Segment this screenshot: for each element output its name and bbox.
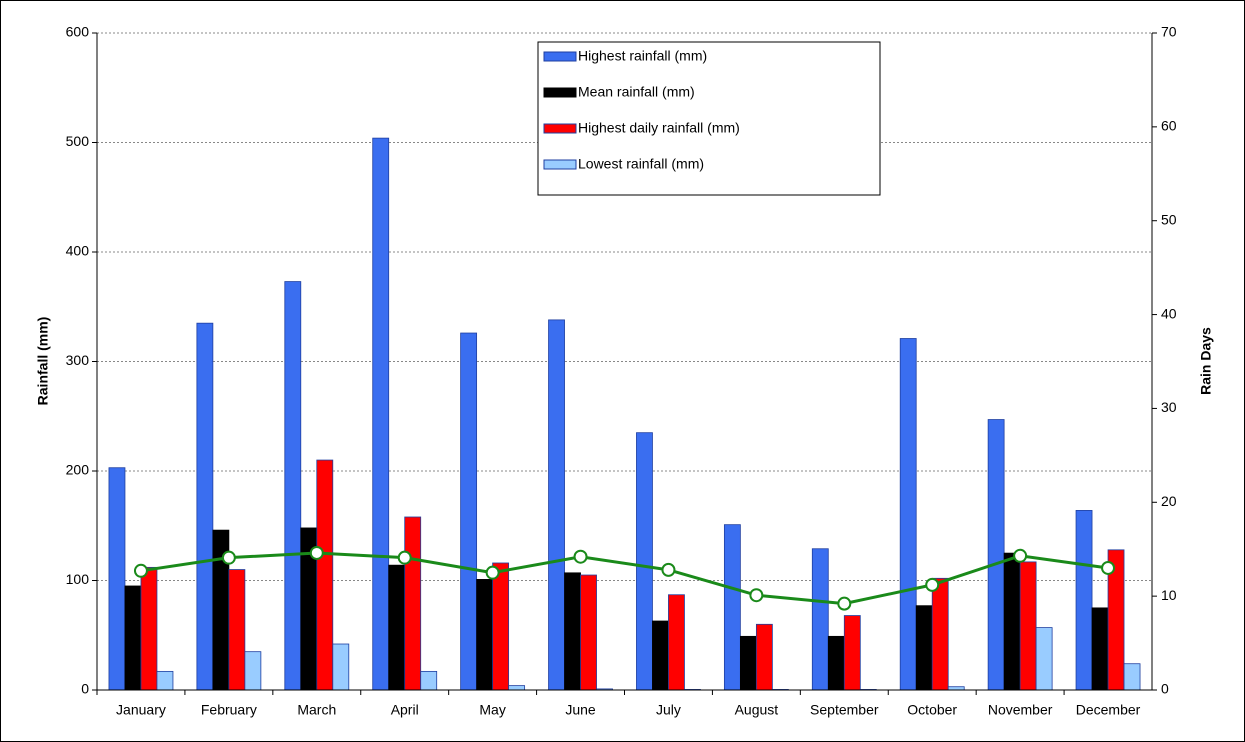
bar <box>284 281 302 691</box>
y-tick-label: 0 <box>81 681 89 697</box>
bar <box>1035 627 1053 691</box>
bar <box>987 419 1005 691</box>
y2-tick-label: 10 <box>1161 587 1177 603</box>
legend-swatch <box>543 159 577 170</box>
bar <box>420 670 438 691</box>
bar <box>372 137 390 691</box>
marker <box>485 565 500 580</box>
legend-swatch <box>543 87 577 98</box>
bar <box>564 572 581 691</box>
bar <box>636 432 653 691</box>
bar <box>388 564 406 691</box>
bar <box>1019 561 1037 691</box>
x-tick-label: May <box>479 702 505 718</box>
bar <box>124 585 142 691</box>
bar <box>476 579 494 691</box>
y-tick-label: 100 <box>66 571 90 587</box>
bar <box>1003 552 1021 691</box>
bar <box>492 562 510 691</box>
bar <box>931 577 949 691</box>
bar <box>915 605 933 691</box>
line <box>140 551 1109 606</box>
legend-swatch <box>543 123 577 134</box>
y-axis-title: Rainfall (mm) <box>35 317 51 406</box>
y-tick-label: 600 <box>66 24 90 40</box>
x-tick-label: February <box>201 702 257 718</box>
y2-tick-label: 20 <box>1161 493 1177 509</box>
bar <box>156 670 174 691</box>
bar <box>548 319 565 691</box>
legend-label: Highest daily rainfall (mm) <box>578 120 740 136</box>
bar <box>899 338 917 691</box>
legend-label: Mean rainfall (mm) <box>578 84 695 100</box>
legend-label: Lowest rainfall (mm) <box>578 156 704 172</box>
x-tick-label: November <box>988 702 1053 718</box>
bar <box>1123 663 1141 691</box>
bar <box>739 635 757 691</box>
bar <box>316 459 334 691</box>
marker <box>1101 560 1116 575</box>
bar <box>668 594 685 691</box>
x-tick-label: September <box>810 702 879 718</box>
marker <box>925 577 940 592</box>
marker <box>1013 548 1028 563</box>
y2-tick-label: 70 <box>1161 24 1177 40</box>
x-tick-label: October <box>907 702 957 718</box>
marker <box>837 596 852 611</box>
x-tick-label: June <box>565 702 596 718</box>
bar <box>1091 607 1109 691</box>
y2-tick-label: 50 <box>1161 211 1177 227</box>
legend-swatch <box>543 51 577 62</box>
bar <box>508 685 526 691</box>
y-tick-label: 400 <box>66 243 90 259</box>
y-tick-label: 300 <box>66 352 90 368</box>
marker <box>397 550 412 565</box>
bar <box>811 548 829 691</box>
bar <box>580 574 597 691</box>
bar <box>196 322 214 691</box>
marker <box>221 550 236 565</box>
bar <box>827 635 845 691</box>
x-tick-label: January <box>116 702 166 718</box>
y-tick-label: 500 <box>66 133 90 149</box>
y2-tick-label: 0 <box>1161 681 1169 697</box>
bar <box>404 516 422 691</box>
bar <box>843 615 861 691</box>
marker <box>661 562 676 577</box>
x-tick-label: April <box>391 702 419 718</box>
bar <box>244 651 262 691</box>
marker <box>133 563 148 578</box>
bar <box>332 643 350 691</box>
bar <box>460 332 478 691</box>
x-tick-label: March <box>297 702 336 718</box>
y-tick-label: 200 <box>66 462 90 478</box>
y2-tick-label: 30 <box>1161 399 1177 415</box>
x-tick-label: December <box>1076 702 1141 718</box>
legend-label: Highest rainfall (mm) <box>578 48 707 64</box>
marker <box>573 549 588 564</box>
y2-tick-label: 60 <box>1161 118 1177 134</box>
bar <box>723 524 741 691</box>
y2-axis-title: Rain Days <box>1198 327 1214 395</box>
x-tick-label: July <box>656 702 681 718</box>
bar <box>652 620 669 691</box>
bar <box>228 569 246 691</box>
marker <box>309 545 324 560</box>
legend-box <box>537 41 881 196</box>
bar <box>140 566 158 691</box>
bar <box>1075 510 1093 691</box>
y2-tick-label: 40 <box>1161 305 1177 321</box>
x-tick-label: August <box>735 702 779 718</box>
legend: Highest rainfall (mm) Mean rainfall (mm) H… <box>537 41 881 196</box>
bar <box>108 467 126 691</box>
marker <box>749 588 764 603</box>
bar <box>755 623 773 691</box>
